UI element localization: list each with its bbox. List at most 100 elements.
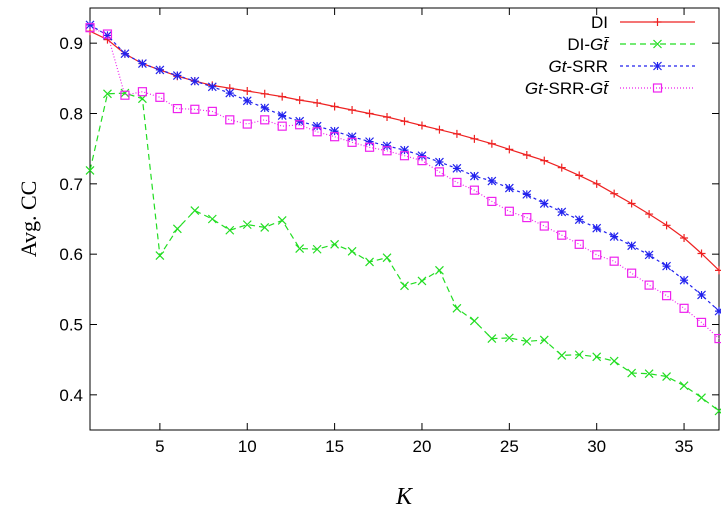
x-tick-label: 30 — [587, 437, 606, 456]
x-tick-label: 15 — [325, 437, 344, 456]
data-point-star — [137, 59, 147, 68]
data-point-square — [522, 212, 532, 223]
data-point-square — [504, 206, 514, 216]
legend-label-part: Gt̄ — [590, 79, 610, 98]
data-point-square — [330, 132, 340, 142]
data-point-star — [225, 88, 235, 98]
data-point-plus — [575, 171, 584, 180]
data-point-plus — [627, 199, 636, 208]
data-point-x — [592, 352, 602, 362]
data-point-star — [435, 157, 444, 167]
data-point-plus — [330, 102, 339, 111]
y-tick-label: 0.5 — [59, 316, 83, 335]
data-point-square — [155, 92, 165, 102]
y-axis: 0.4 0.5 0.6 0.7 0.8 0.9 — [59, 34, 719, 405]
data-point-x — [487, 334, 497, 343]
data-point-x — [417, 276, 427, 286]
data-point-plus — [610, 189, 619, 198]
data-point-star — [469, 171, 479, 181]
series-line — [89, 24, 720, 312]
legend-label: Gt-SRR-Gt̄ — [525, 79, 610, 98]
data-point-star — [172, 71, 182, 80]
data-point-star — [609, 232, 619, 242]
plot-frame — [89, 7, 720, 431]
data-point-x — [522, 336, 532, 346]
x-axis-title: K — [395, 484, 414, 510]
data-point-square — [679, 303, 689, 313]
data-point-x — [469, 316, 479, 326]
data-point-star — [242, 96, 252, 106]
data-point-square — [609, 256, 619, 266]
data-point-x — [662, 372, 672, 381]
data-point-star — [330, 126, 340, 136]
data-point-square — [172, 103, 182, 114]
data-point-square — [260, 115, 270, 125]
data-point-plus — [645, 210, 654, 219]
x-tick-label: 25 — [500, 437, 519, 456]
data-point-x — [714, 406, 721, 416]
y-tick-label: 0.9 — [59, 34, 83, 53]
data-point-star — [452, 163, 462, 173]
series-line — [89, 27, 720, 340]
y-tick-label: 0.8 — [59, 105, 83, 124]
data-point-plus — [505, 145, 514, 154]
data-point-star — [190, 76, 200, 86]
data-point-star — [155, 65, 165, 75]
data-point-plus — [313, 98, 322, 107]
data-point-plus — [383, 113, 392, 122]
data-point-star — [644, 250, 654, 260]
data-point-plus — [452, 129, 461, 138]
legend-label-part: Gt̄ — [590, 35, 610, 54]
data-point-star — [679, 275, 689, 285]
data-point-square — [557, 230, 567, 240]
series-1 — [85, 88, 721, 416]
data-point-star — [697, 290, 706, 300]
y-tick-label: 0.7 — [59, 175, 83, 194]
data-point-x — [190, 206, 200, 215]
data-point-plus — [278, 92, 287, 101]
data-point-star — [662, 261, 672, 271]
data-point-square — [190, 104, 200, 114]
data-point-x — [225, 225, 235, 235]
data-point-x — [435, 265, 444, 275]
data-point-square — [592, 250, 602, 260]
data-point-square — [207, 106, 217, 116]
data-point-x — [557, 351, 567, 360]
x-tick-label: 5 — [155, 437, 164, 456]
data-point-square — [120, 90, 130, 100]
data-point-square — [434, 167, 445, 177]
data-point-star — [487, 176, 497, 186]
data-point-square — [312, 127, 322, 137]
x-tick-label: 20 — [413, 437, 432, 456]
data-point-square — [469, 185, 479, 195]
data-point-star — [120, 49, 130, 59]
data-point-star — [627, 241, 637, 251]
data-point-x — [539, 335, 549, 345]
data-point-star — [103, 31, 112, 40]
legend-label-part: -SRR- — [543, 79, 590, 98]
data-point-x — [400, 281, 409, 291]
data-point-star — [653, 61, 662, 71]
data-point-square — [696, 317, 707, 327]
data-point-star — [85, 20, 95, 30]
legend-label: DI — [591, 13, 608, 32]
data-point-square — [347, 137, 357, 147]
data-point-star — [400, 145, 409, 155]
x-axis: 5 10 15 20 25 30 35 — [155, 8, 694, 456]
data-point-plus — [662, 221, 671, 230]
data-point-square — [644, 280, 654, 290]
data-point-plus — [260, 89, 269, 98]
data-point-square — [417, 156, 427, 166]
data-point-square — [242, 119, 252, 129]
data-point-square — [714, 333, 721, 344]
data-point-plus — [470, 134, 479, 143]
legend-label-part: -SRR — [566, 57, 608, 76]
data-point-star — [417, 151, 427, 161]
data-point-star — [714, 306, 721, 316]
data-point-x — [452, 303, 462, 313]
legend-label: DI-Gt̄ — [567, 35, 610, 54]
data-point-star — [277, 111, 287, 121]
data-point-star — [539, 199, 549, 208]
data-point-square — [295, 120, 305, 130]
legend-label-part: Gt — [548, 57, 567, 76]
